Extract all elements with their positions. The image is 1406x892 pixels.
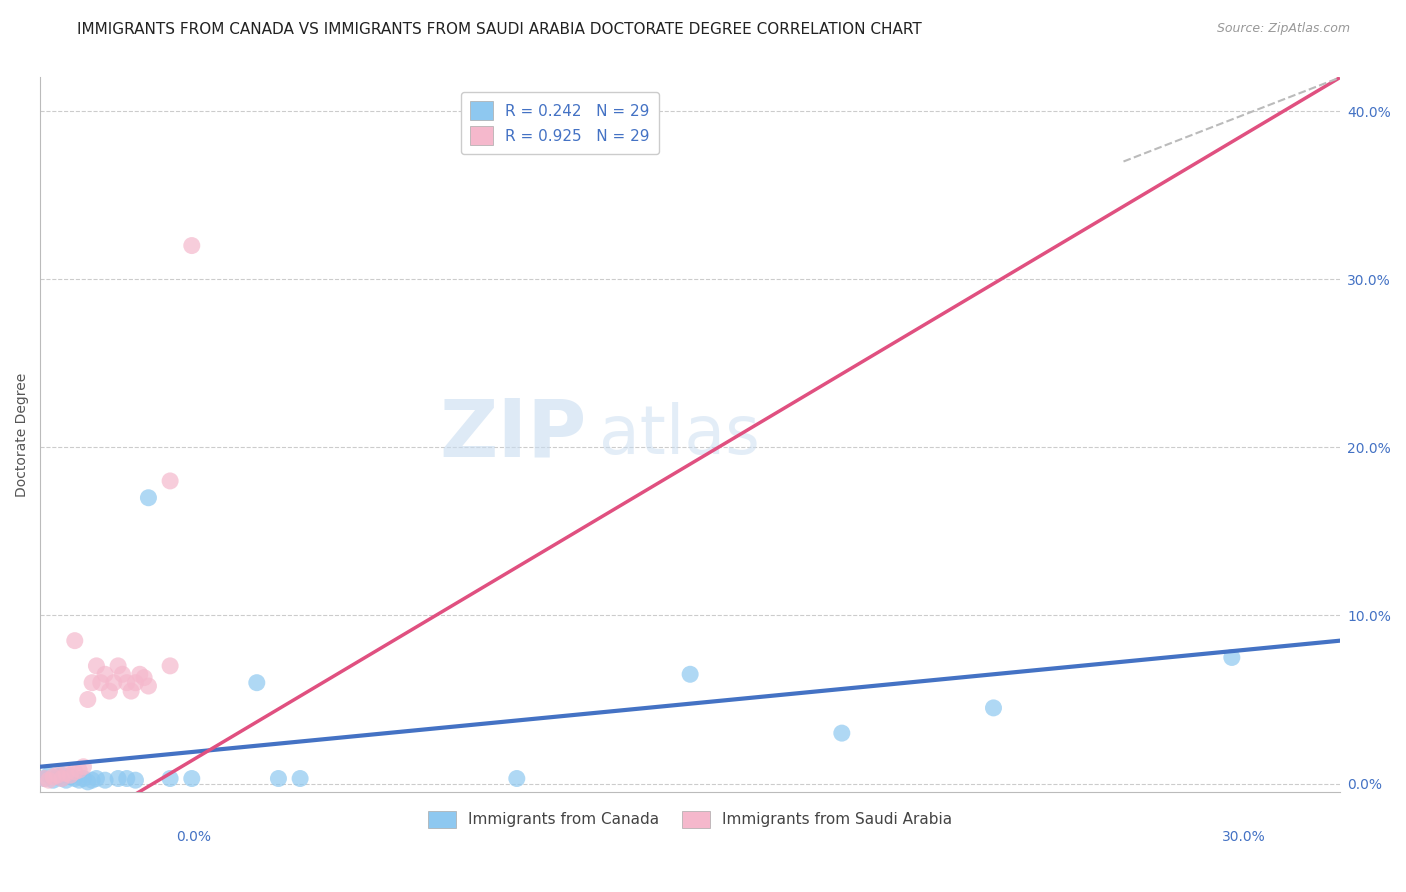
Text: 0.0%: 0.0%: [176, 830, 211, 844]
Point: [72, 760, 94, 774]
Point: [180, 238, 202, 252]
Text: ZIP: ZIP: [439, 396, 586, 474]
Point: [180, 772, 202, 786]
Point: [107, 772, 129, 786]
Point: [82, 773, 104, 788]
Legend: Immigrants from Canada, Immigrants from Saudi Arabia: Immigrants from Canada, Immigrants from …: [422, 805, 957, 834]
Point: [98, 684, 121, 698]
Point: [124, 675, 146, 690]
Point: [288, 772, 311, 786]
Point: [67, 763, 90, 777]
Point: [159, 474, 181, 488]
Point: [124, 773, 146, 788]
Point: [34, 772, 56, 786]
Point: [679, 667, 702, 681]
Point: [76, 692, 98, 706]
Point: [51, 768, 73, 782]
Point: [34, 772, 56, 786]
Point: [267, 772, 290, 786]
Point: [506, 772, 529, 786]
Text: IMMIGRANTS FROM CANADA VS IMMIGRANTS FROM SAUDI ARABIA DOCTORATE DEGREE CORRELAT: IMMIGRANTS FROM CANADA VS IMMIGRANTS FRO…: [77, 22, 922, 37]
Point: [63, 764, 86, 779]
Point: [42, 770, 65, 784]
Point: [159, 772, 181, 786]
Point: [55, 766, 77, 780]
Text: Source: ZipAtlas.com: Source: ZipAtlas.com: [1216, 22, 1350, 36]
Point: [67, 773, 90, 788]
Point: [86, 772, 108, 786]
Point: [134, 671, 156, 685]
Point: [59, 768, 82, 782]
Point: [94, 773, 117, 788]
Point: [115, 675, 138, 690]
Point: [72, 772, 94, 786]
Text: 30.0%: 30.0%: [1222, 830, 1265, 844]
Point: [983, 701, 1005, 715]
Point: [111, 667, 134, 681]
Point: [120, 684, 142, 698]
Point: [90, 675, 112, 690]
Y-axis label: Doctorate Degree: Doctorate Degree: [15, 373, 30, 497]
Point: [94, 667, 117, 681]
Point: [63, 772, 86, 786]
Point: [42, 773, 65, 788]
Point: [38, 773, 60, 788]
Point: [38, 768, 60, 782]
Point: [103, 675, 125, 690]
Point: [107, 658, 129, 673]
Point: [831, 726, 853, 740]
Point: [63, 633, 86, 648]
Point: [76, 775, 98, 789]
Point: [82, 675, 104, 690]
Point: [138, 491, 160, 505]
Point: [1220, 650, 1243, 665]
Point: [51, 772, 73, 786]
Point: [86, 658, 108, 673]
Point: [46, 770, 69, 784]
Text: atlas: atlas: [599, 401, 761, 467]
Point: [115, 772, 138, 786]
Point: [138, 679, 160, 693]
Point: [55, 773, 77, 788]
Point: [246, 675, 269, 690]
Point: [51, 772, 73, 786]
Point: [46, 768, 69, 782]
Point: [159, 658, 181, 673]
Point: [128, 667, 150, 681]
Point: [59, 770, 82, 784]
